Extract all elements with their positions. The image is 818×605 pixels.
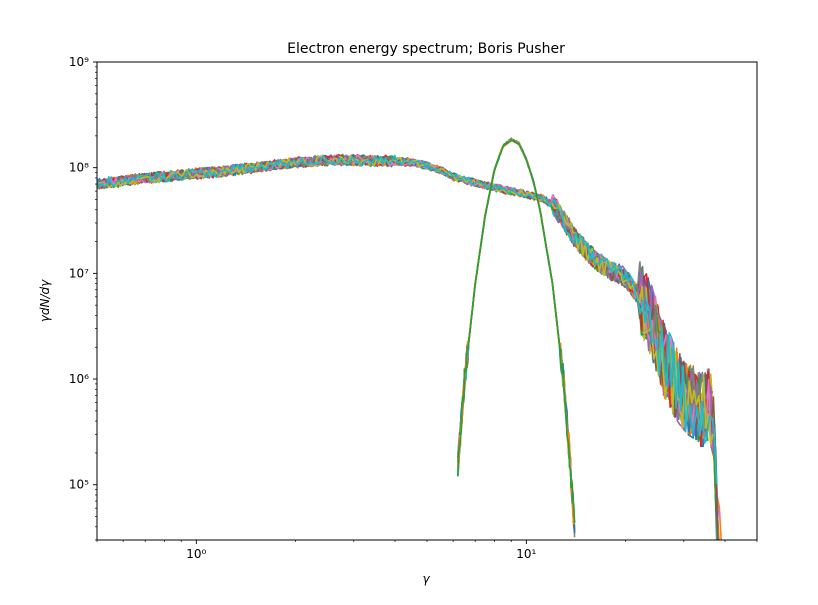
axis-ticks: 10⁰ 10¹ 10⁵ 10⁶ 10⁷ 10⁸ 10⁹ xyxy=(69,55,758,561)
series-line-peak-6 xyxy=(457,137,576,531)
y-tick-label: 10⁷ xyxy=(69,266,89,280)
series-line-broad-0 xyxy=(97,154,718,540)
series-line-broad-12 xyxy=(97,153,712,436)
y-tick-label: 10⁵ xyxy=(69,478,89,492)
plot-area xyxy=(97,136,722,540)
series-line-broad-16 xyxy=(97,154,721,519)
series-line-broad-4 xyxy=(97,154,715,442)
plot-frame xyxy=(96,61,758,541)
series-line-peak-0 xyxy=(457,137,576,534)
series-line-peak-8 xyxy=(457,138,576,525)
series-line-broad-18 xyxy=(97,155,717,494)
series-line-broad-3 xyxy=(97,154,719,540)
series-line-broad-6 xyxy=(97,154,711,427)
series-line-broad-10 xyxy=(97,154,710,414)
series-line-broad-28 xyxy=(97,154,714,445)
series-line-broad-8 xyxy=(97,154,713,436)
series-line-broad-13 xyxy=(97,154,716,468)
series-line-broad-26 xyxy=(97,154,712,447)
series-line-broad-20 xyxy=(97,154,716,452)
series-line-broad-24 xyxy=(97,154,719,528)
series-line-peak-2 xyxy=(457,139,576,527)
series-line-broad-21 xyxy=(97,154,720,540)
series-line-broad-17 xyxy=(97,154,717,466)
series-line-broad-27 xyxy=(97,155,709,432)
y-tick-label: 10⁶ xyxy=(69,372,89,386)
series-line-peak-3 xyxy=(457,138,576,531)
series-line-broad-25 xyxy=(97,154,719,540)
series-line-broad-5 xyxy=(97,155,709,436)
chart-title: Electron energy spectrum; Boris Pusher xyxy=(287,41,565,57)
series-line-peak-4 xyxy=(457,136,576,538)
series-line-broad-2 xyxy=(97,155,709,443)
series-line-broad-29 xyxy=(97,154,718,484)
x-tick-label: 10¹ xyxy=(516,547,536,561)
series-line-broad-1 xyxy=(97,156,716,466)
series-line-broad-7 xyxy=(97,154,711,428)
x-tick-label: 10⁰ xyxy=(186,547,206,561)
y-tick-label: 10⁹ xyxy=(69,55,89,69)
series-line-broad-14 xyxy=(97,155,719,540)
series-line-peak-7 xyxy=(457,138,576,533)
series-line-broad-15 xyxy=(97,155,709,433)
series-line-broad-22 xyxy=(97,155,719,540)
series-line-peak-9 xyxy=(457,138,576,523)
y-axis-label: γdN/dγ xyxy=(38,279,52,322)
series-line-broad-19 xyxy=(97,154,711,437)
series-line-broad-23 xyxy=(97,153,714,448)
series-line-broad-9 xyxy=(97,154,718,540)
x-axis-label: γ xyxy=(422,572,430,586)
series-line-broad-11 xyxy=(97,155,722,540)
y-tick-label: 10⁸ xyxy=(69,161,89,175)
